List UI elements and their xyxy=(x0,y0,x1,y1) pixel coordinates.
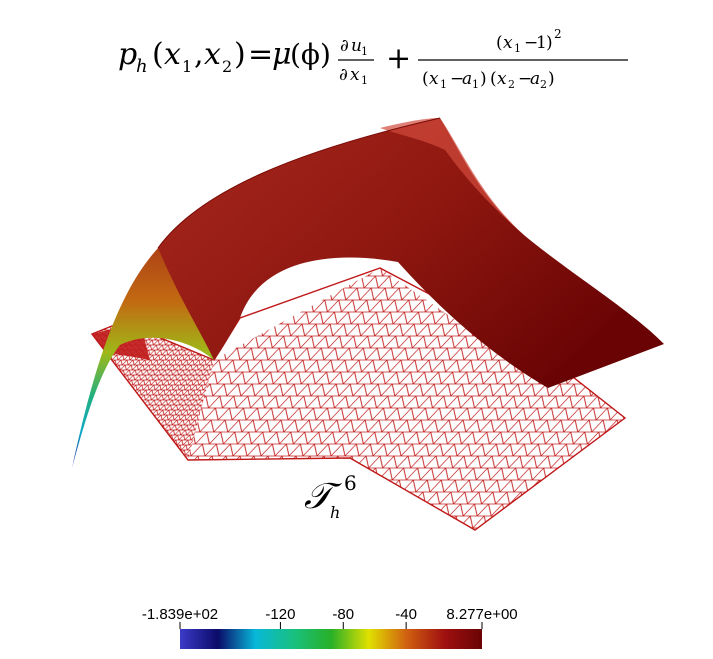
frac2-den-minus-2: − xyxy=(518,69,532,89)
frac1-num-sub: 1 xyxy=(361,45,368,58)
frac2-num-x: x xyxy=(503,33,513,53)
formula-close: ) xyxy=(234,37,246,72)
mesh-subscript: h xyxy=(330,503,340,522)
colorbar-tick-label: 8.277e+00 xyxy=(446,606,517,623)
pressure-formula: p h ( x 1 , x 2 ) = μ (ϕ) ∂ u 1 ∂ x 1 + … xyxy=(118,27,628,91)
frac2-den-x2: x xyxy=(497,69,507,89)
mesh-superscript: 6 xyxy=(344,471,357,495)
colorbar-tick-label: -120 xyxy=(265,606,295,623)
frac2-den-a1-sub: 1 xyxy=(472,78,479,91)
frac2-num-square: 2 xyxy=(554,27,562,41)
frac1-num-partial: ∂ xyxy=(340,36,349,56)
mesh-label: 𝒯 h 6 xyxy=(304,471,357,522)
frac2-den-open-1: ( xyxy=(422,69,429,89)
formula-comma: , xyxy=(194,37,204,72)
formula-phi: (ϕ) xyxy=(290,38,331,71)
mesh-coarse-region xyxy=(188,268,625,530)
frac2-den-close-2: ) xyxy=(548,69,555,89)
surface-ridge xyxy=(157,117,441,249)
formula-equals: = xyxy=(248,37,273,72)
frac1-den-x: x xyxy=(350,65,360,85)
frac2-den-a2: a xyxy=(530,69,540,89)
frac2-den-minus-1: − xyxy=(450,69,464,89)
frac2-den-a2-sub: 2 xyxy=(540,78,547,91)
formula-open: ( xyxy=(152,37,164,72)
surface-top xyxy=(158,118,664,388)
frac2-den-open-2: ( xyxy=(490,69,497,89)
formula-plus: + xyxy=(386,41,411,76)
frac2-num-close: ) xyxy=(546,33,553,53)
frac2-num-open: ( xyxy=(496,33,503,53)
colorbar-tick-label: -1.839e+02 xyxy=(142,606,218,623)
colorbar-tick-label: -80 xyxy=(332,606,354,623)
frac2-den-x1-sub: 1 xyxy=(440,78,447,91)
mesh-fine-region xyxy=(92,322,214,460)
frac1-den-partial: ∂ xyxy=(339,65,348,85)
formula-x1: x xyxy=(164,37,181,72)
formula-mu: μ xyxy=(272,37,292,72)
frac2-den-close-1: ) xyxy=(480,69,487,89)
surface-highlight xyxy=(380,118,530,240)
formula-h: h xyxy=(136,56,148,77)
frac2-den-a1: a xyxy=(462,69,472,89)
formula-x2: x xyxy=(204,37,221,72)
color-legend: -1.839e+02 -120 -80 -40 8.277e+00 xyxy=(142,606,518,649)
frac2-num-one: 1 xyxy=(536,33,547,53)
colorbar-ticks: -1.839e+02 -120 -80 -40 8.277e+00 xyxy=(142,606,518,629)
formula-x2-sub: 2 xyxy=(222,57,232,76)
frac2-den-x2-sub: 2 xyxy=(508,78,515,91)
frac2-den-x1: x xyxy=(429,69,439,89)
formula-x1-sub: 1 xyxy=(182,57,192,76)
frac2-num-x-sub: 1 xyxy=(514,42,521,55)
colorbar-ramp xyxy=(180,629,482,649)
surface xyxy=(72,117,664,468)
formula-p: p xyxy=(118,37,137,72)
frac1-den-sub: 1 xyxy=(361,74,368,87)
frac1-num-u: u xyxy=(351,36,362,56)
frac2-num-minus: − xyxy=(524,33,538,53)
colorbar-tick-label: -40 xyxy=(395,606,417,623)
